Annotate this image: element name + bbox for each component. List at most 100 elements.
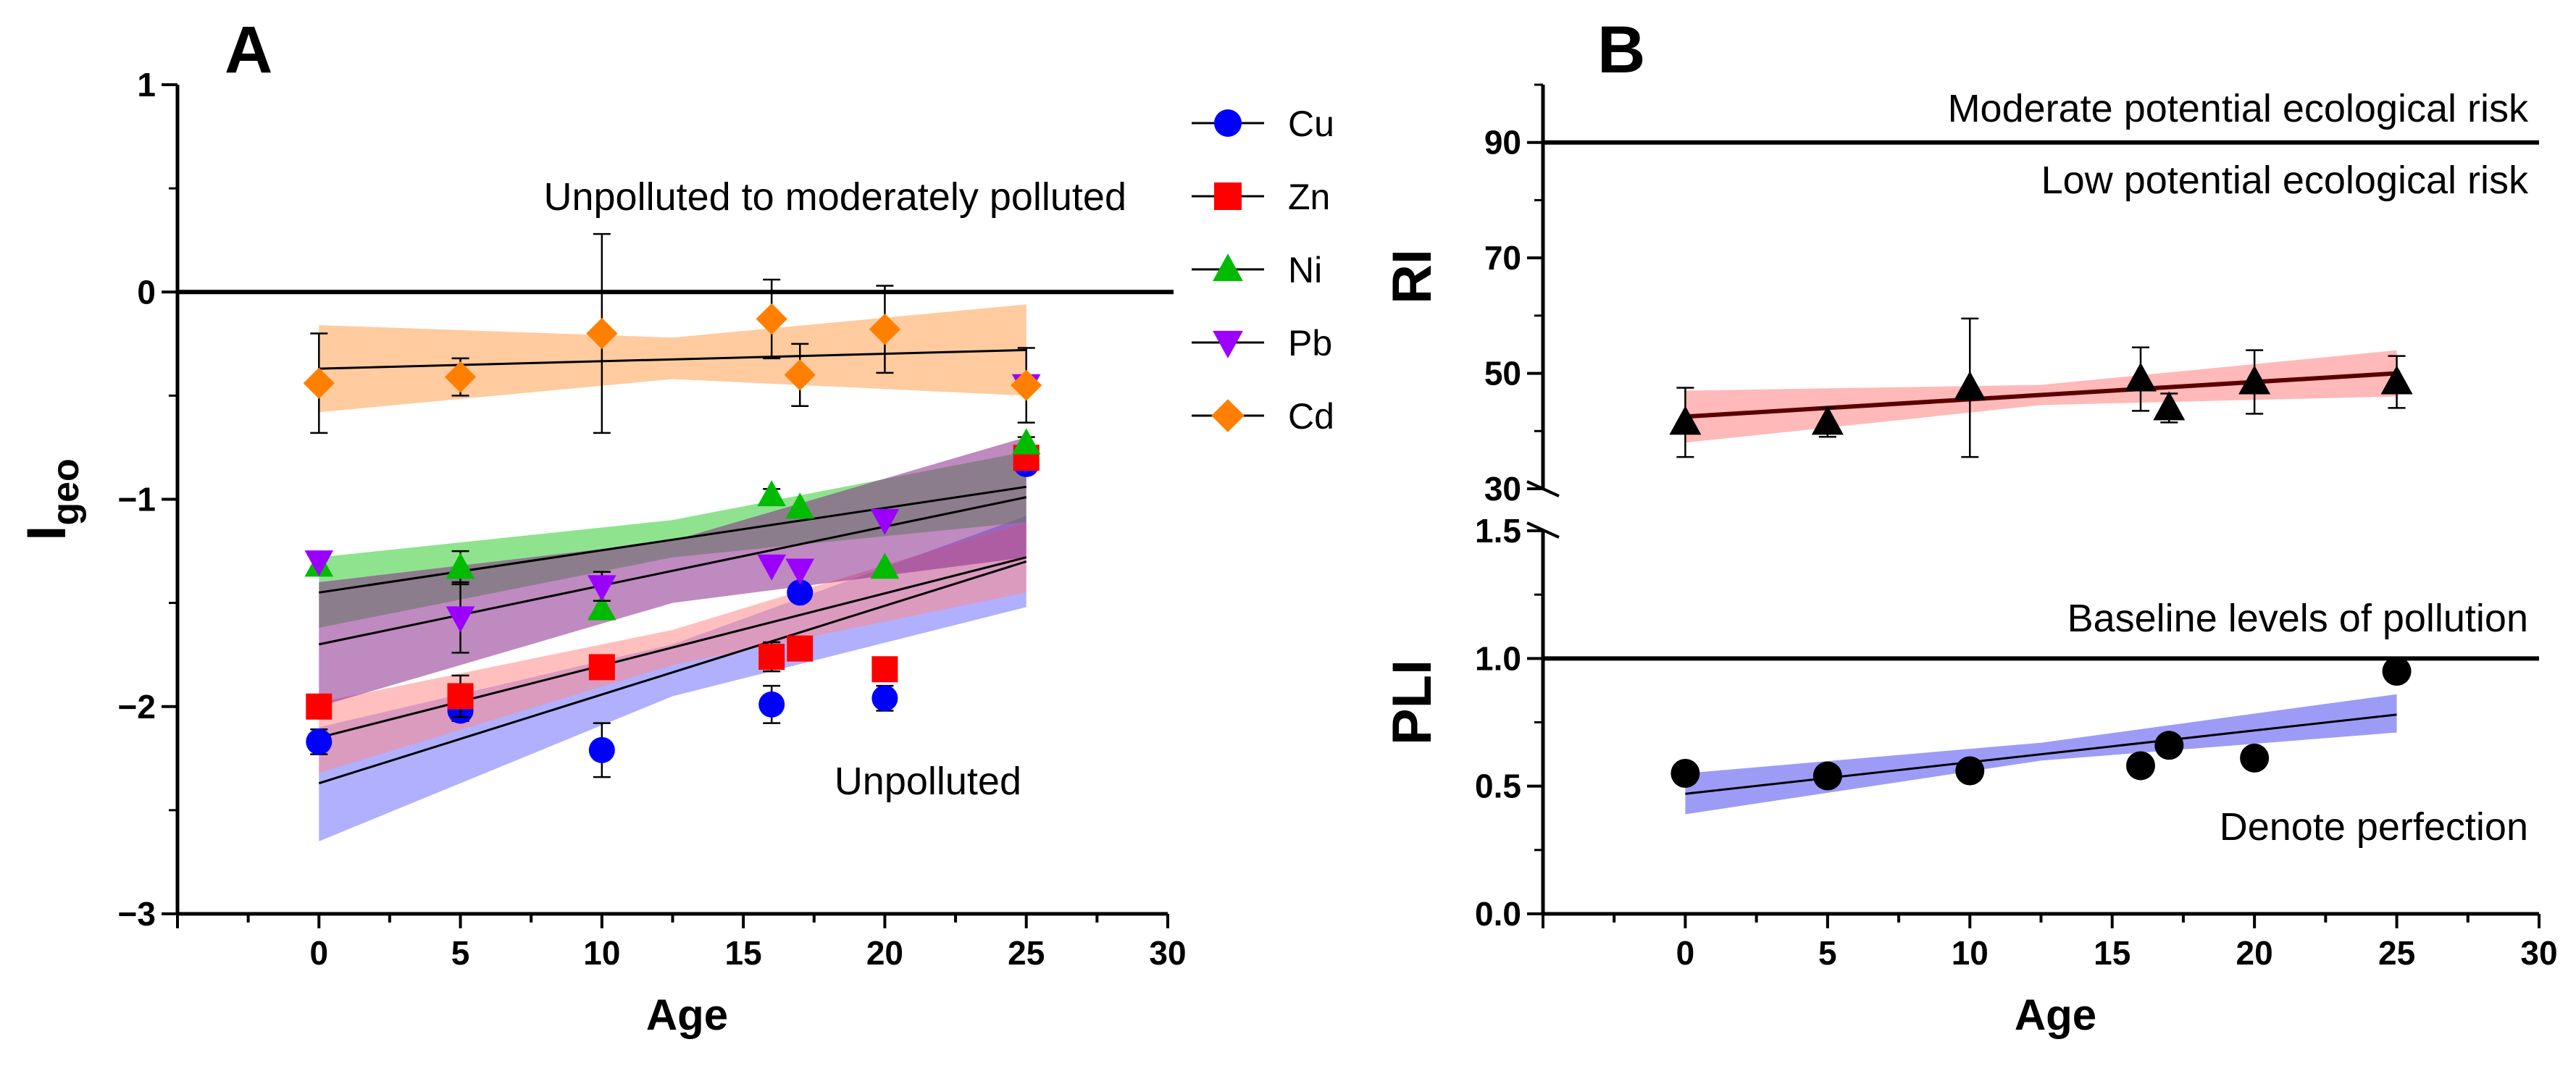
igeo-pb-point: [757, 554, 786, 581]
pli-x-tick-label: 15: [2094, 934, 2130, 972]
legend-zn-marker: [1214, 182, 1242, 210]
igeo-ni-point: [757, 480, 786, 507]
igeo-zn-point: [306, 693, 333, 720]
ri-y-tick-label: 50: [1484, 355, 1521, 392]
ri-point-point: [1954, 371, 1986, 400]
annotation-unpolluted-to-moderately: Unpolluted to moderately polluted: [543, 175, 1126, 219]
igeo-y-axis-title-main: I: [16, 526, 78, 541]
igeo-pb-point: [446, 606, 475, 633]
pli-y-axis-title: PLI: [1381, 660, 1443, 745]
pli-x-tick-label: 5: [1818, 934, 1837, 972]
legend-cd-label: Cd: [1288, 396, 1334, 437]
pli-x-tick-label: 20: [2236, 934, 2273, 972]
igeo-zn-fit-line: [318, 556, 1027, 739]
igeo-y-axis-title: Igeo: [16, 458, 87, 541]
pli-point-point: [1670, 759, 1700, 789]
pli-point-point: [2240, 743, 2270, 773]
igeo-cd-point: [869, 314, 901, 345]
legend-ni-marker: [1213, 253, 1243, 282]
legend-cu-marker: [1214, 109, 1242, 137]
igeo-cd-point: [756, 303, 787, 335]
panel-label-a: A: [225, 13, 272, 87]
igeo-x-tick-label: 15: [725, 934, 762, 972]
panel-a-legend: Cu Zn Ni Pb Cd: [1192, 104, 1334, 437]
igeo-cd-point: [586, 317, 618, 350]
igeo-x-axis-title: Age: [646, 991, 728, 1039]
pli-y-tick-label: 1.0: [1475, 639, 1521, 677]
annotation-denote-perfection: Denote perfection: [2220, 805, 2528, 849]
igeo-zn-point: [871, 656, 898, 683]
igeo-x-tick-label: 5: [451, 934, 470, 972]
annotation-unpolluted: Unpolluted: [835, 760, 1021, 803]
pli-x-tick-label: 30: [2520, 934, 2557, 972]
igeo-ni-point: [870, 552, 900, 579]
igeo-cu-point: [306, 728, 333, 755]
igeo-cd-point: [303, 367, 335, 399]
legend-cu-label: Cu: [1288, 104, 1334, 144]
igeo-x-tick-label: 25: [1008, 934, 1045, 972]
igeo-zn-point: [447, 683, 474, 710]
legend-zn-label: Zn: [1288, 177, 1330, 217]
legend-ni-label: Ni: [1288, 250, 1322, 290]
pli-x-axis-title: Age: [2015, 991, 2096, 1039]
igeo-cd-fit-line: [319, 348, 1026, 370]
igeo-y-tick-label: −1: [118, 481, 156, 518]
pli-point-point: [1955, 756, 1985, 786]
igeo-zn-point: [787, 635, 814, 662]
igeo-ni-point: [785, 492, 815, 519]
pli-point-point: [1812, 761, 1842, 791]
pli-x-tick-label: 0: [1676, 934, 1695, 972]
igeo-x-tick-label: 20: [866, 934, 903, 972]
ri-y-tick-label: 70: [1484, 239, 1521, 277]
igeo-cu-fit-line: [318, 560, 1027, 785]
pli-axis-break: [1526, 521, 1560, 539]
igeo-y-tick-label: −2: [118, 688, 156, 726]
igeo-y-tick-label: 1: [137, 66, 156, 104]
ri-point-point: [2238, 365, 2271, 395]
ri-y-tick-label: 90: [1484, 124, 1521, 161]
pli-y-tick-label: 0.5: [1475, 768, 1521, 805]
panel-label-b: B: [1597, 13, 1645, 87]
igeo-cu-point: [787, 579, 814, 606]
igeo-pb-point: [587, 575, 616, 602]
igeo-cu-point: [871, 685, 898, 712]
igeo-y-tick-label: 0: [137, 273, 156, 311]
ri-point-point: [2125, 362, 2157, 392]
igeo-y-axis-title-sub: geo: [45, 458, 87, 525]
igeo-cu-point: [758, 691, 785, 718]
ri-y-axis-title: RI: [1381, 249, 1443, 304]
pli-s0-fit-line: [1685, 713, 2397, 795]
pli-x-tick-label: 25: [2378, 934, 2415, 972]
ri-point-point: [2380, 365, 2413, 395]
igeo-x-tick-label: 10: [583, 934, 620, 972]
igeo-cd-point: [444, 361, 477, 393]
annotation-moderate-risk: Moderate potential ecological risk: [1948, 87, 2529, 130]
igeo-pb-point: [870, 508, 900, 535]
ri-s0-fit-line: [1685, 371, 2397, 419]
igeo-pb-fit-line: [318, 496, 1027, 646]
panel-b-ri-plot: 30 50 70 90 Moderate potential ecological ri…: [1381, 83, 2539, 508]
pli-y-tick-label: 1.5: [1475, 512, 1521, 550]
legend-pb-label: Pb: [1288, 323, 1332, 364]
igeo-pb-point: [785, 558, 815, 585]
ri-axis-break: [1526, 480, 1560, 497]
ri-y-tick-label: 30: [1484, 470, 1521, 508]
igeo-x-tick-label: 0: [309, 934, 328, 972]
ri-point-point: [2153, 391, 2186, 421]
ri-point-point: [1669, 406, 1702, 435]
annotation-baseline: Baseline levels of pollution: [2067, 597, 2528, 640]
igeo-cu-point: [588, 736, 615, 763]
pli-point-point: [2382, 656, 2412, 686]
igeo-cd-point: [784, 359, 816, 391]
ri-point-point: [1811, 406, 1844, 435]
igeo-y-tick-label: −3: [118, 895, 156, 933]
pli-point-point: [2126, 751, 2155, 781]
pli-x-tick-label: 10: [1952, 934, 1989, 972]
panel-a-plot: 0 5 10 15 20 25 30 Age −3 −2 −1 0 1 Unpolluted to mod…: [16, 66, 1187, 1039]
annotation-low-risk: Low potential ecological risk: [2041, 159, 2529, 202]
igeo-x-tick-label: 30: [1149, 934, 1186, 972]
igeo-zn-point: [588, 654, 615, 681]
igeo-ni-point: [446, 552, 475, 579]
igeo-ni-fit-line: [319, 485, 1026, 594]
legend-pb-marker: [1213, 330, 1243, 358]
